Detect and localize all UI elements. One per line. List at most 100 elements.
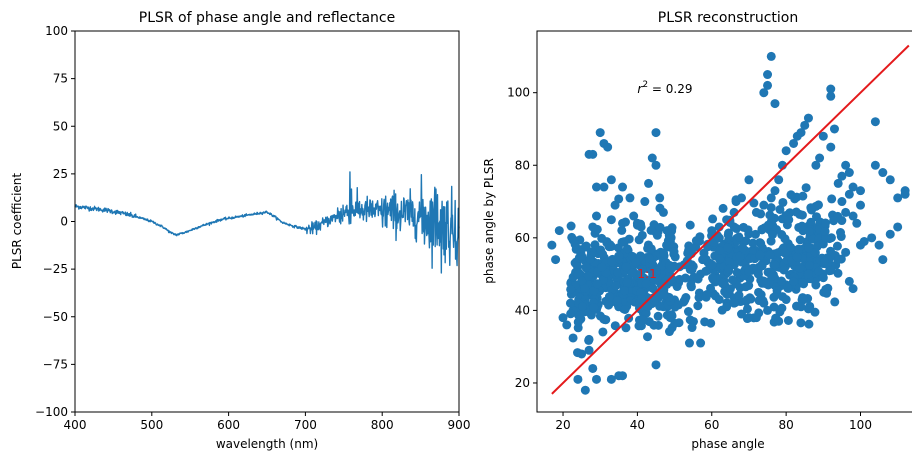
- scatter-point: [655, 222, 665, 232]
- scatter-point: [770, 260, 780, 270]
- scatter-point: [765, 250, 775, 260]
- scatter-point: [885, 229, 895, 239]
- y-tick-label: 75: [53, 72, 68, 86]
- y-tick-label: 100: [45, 24, 68, 38]
- scatter-point: [565, 298, 575, 308]
- scatter-point: [837, 197, 847, 207]
- x-tick-label: 40: [630, 418, 645, 432]
- scatter-point: [747, 246, 757, 256]
- scatter-point: [651, 266, 661, 276]
- scatter-point: [724, 257, 734, 267]
- scatter-point: [874, 240, 884, 250]
- scatter-point: [701, 266, 711, 276]
- scatter-point: [566, 221, 576, 231]
- scatter-point: [811, 160, 821, 170]
- scatter-point: [653, 311, 663, 321]
- scatter-point: [797, 278, 807, 288]
- x-tick-label: 400: [64, 418, 87, 432]
- scatter-point: [586, 310, 596, 320]
- scatter-point: [741, 282, 751, 292]
- reconstruction-axes-frame: [536, 30, 912, 413]
- scatter-point: [580, 283, 590, 293]
- scatter-point: [777, 276, 786, 286]
- scatter-point: [770, 99, 780, 109]
- x-tick-label: 80: [778, 418, 793, 432]
- coefficient-y-axis-label: PLSR coefficient: [10, 173, 24, 270]
- scatter-point: [631, 257, 641, 267]
- scatter-point: [568, 333, 578, 343]
- coefficient-chart: 400 500 600 700 800 900 −100 −75 −50 −25 0 25 50 75 1…: [10, 10, 470, 451]
- r-squared-symbol: r: [637, 82, 643, 96]
- scatter-point: [702, 290, 712, 300]
- scatter-point: [620, 286, 630, 296]
- scatter-point: [598, 249, 608, 259]
- scatter-point: [570, 239, 580, 249]
- scatter-point: [597, 233, 607, 243]
- scatter-point: [841, 207, 851, 217]
- scatter-point: [833, 178, 843, 188]
- scatter-point: [779, 265, 789, 275]
- r-squared-value: = 0.29: [648, 82, 692, 96]
- scatter-point: [700, 317, 710, 327]
- scatter-point: [604, 300, 614, 310]
- scatter-point: [655, 193, 665, 203]
- scatter-point: [801, 183, 811, 193]
- scatter-point: [784, 215, 794, 225]
- scatter-point: [685, 220, 695, 230]
- scatter-point: [780, 248, 790, 258]
- scatter-point: [592, 279, 602, 289]
- scatter-point: [893, 222, 903, 232]
- scatter-point: [757, 261, 767, 271]
- scatter-point: [695, 232, 705, 242]
- scatter-point: [562, 320, 572, 330]
- y-tick-label: −75: [43, 357, 68, 371]
- scatter-point: [818, 131, 828, 141]
- scatter-point: [606, 374, 616, 384]
- scatter-point: [732, 267, 742, 277]
- scatter-point: [763, 305, 773, 315]
- scatter-point: [815, 153, 825, 163]
- scatter-point: [826, 84, 836, 94]
- scatter-point: [737, 309, 747, 319]
- scatter-point: [686, 280, 696, 290]
- scatter-point: [789, 138, 799, 148]
- scatter-point: [744, 229, 754, 239]
- scatter-point: [606, 175, 616, 185]
- scatter-point: [798, 295, 808, 305]
- scatter-point: [613, 268, 623, 278]
- scatter-point: [900, 186, 910, 196]
- reconstruction-x-axis-label: phase angle: [691, 437, 764, 451]
- scatter-point: [796, 318, 806, 328]
- scatter-point: [638, 315, 648, 325]
- scatter-point: [818, 273, 828, 283]
- scatter-point: [753, 269, 763, 279]
- scatter-point: [589, 286, 599, 296]
- scatter-point: [585, 254, 595, 264]
- scatter-point: [804, 319, 814, 329]
- y-tick-label: 25: [53, 167, 68, 181]
- scatter-point: [841, 247, 851, 257]
- scatter-point: [551, 255, 561, 265]
- scatter-point: [629, 211, 639, 221]
- scatter-point: [748, 238, 758, 248]
- scatter-point: [581, 241, 591, 251]
- scatter-point: [649, 320, 659, 330]
- scatter-point: [693, 301, 703, 311]
- scatter-point: [588, 222, 598, 232]
- scatter-point: [742, 304, 752, 314]
- scatter-point: [707, 226, 717, 236]
- scatter-point: [848, 284, 858, 294]
- scatter-point: [707, 260, 717, 270]
- scatter-point: [643, 302, 653, 312]
- scatter-point: [580, 385, 590, 395]
- scatter-point: [749, 198, 759, 208]
- scatter-point: [646, 244, 656, 254]
- x-tick-label: 500: [140, 418, 163, 432]
- scatter-point: [830, 297, 840, 307]
- reconstruction-y-ticks: 20 40 60 80 100: [507, 86, 537, 390]
- scatter-point: [734, 232, 744, 242]
- scatter-point: [620, 304, 630, 314]
- scatter-point: [848, 182, 858, 192]
- reconstruction-chart-title: PLSR reconstruction: [658, 10, 798, 26]
- scatter-point: [795, 263, 805, 273]
